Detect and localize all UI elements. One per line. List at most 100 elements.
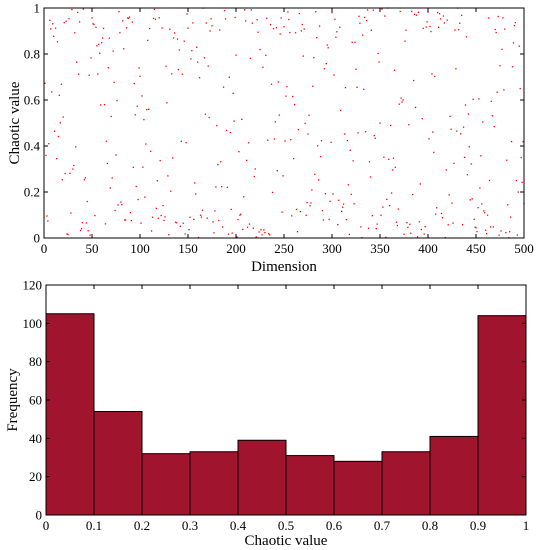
scatter-point xyxy=(193,218,195,221)
scatter-point xyxy=(145,143,147,145)
scatter-point xyxy=(184,233,186,235)
scatter-point xyxy=(413,13,416,16)
scatter-point xyxy=(215,186,217,188)
scatter-point xyxy=(499,65,501,67)
scatter-point xyxy=(352,160,354,162)
scatter-point xyxy=(313,56,315,59)
scatter-point xyxy=(365,19,368,22)
scatter-point xyxy=(318,25,321,27)
scatter-point xyxy=(147,39,149,42)
scatter-point xyxy=(129,211,132,214)
scatter-point xyxy=(399,10,401,13)
scatter-point xyxy=(90,57,92,59)
scatter-point xyxy=(359,22,361,24)
scatter-x-tick-label: 300 xyxy=(322,241,342,256)
scatter-point xyxy=(163,219,165,222)
scatter-point xyxy=(520,156,522,159)
scatter-point xyxy=(206,217,208,219)
scatter-point xyxy=(246,226,249,228)
histogram-y-tick-label: 20 xyxy=(29,469,42,484)
scatter-point xyxy=(146,108,148,111)
scatter-point xyxy=(424,225,426,228)
histogram-y-tick-label: 100 xyxy=(23,316,43,331)
scatter-point xyxy=(510,140,513,143)
scatter-point xyxy=(380,214,382,216)
scatter-point xyxy=(276,170,278,172)
scatter-point xyxy=(168,234,170,236)
scatter-point xyxy=(132,166,134,168)
scatter-point xyxy=(113,81,115,83)
scatter-point xyxy=(196,46,198,48)
scatter-point xyxy=(181,73,183,75)
scatter-point xyxy=(53,130,56,132)
scatter-point xyxy=(443,22,446,24)
scatter-point xyxy=(421,118,423,120)
scatter-point xyxy=(120,201,122,203)
scatter-point xyxy=(187,27,189,29)
scatter-point xyxy=(64,172,66,175)
scatter-point xyxy=(201,209,204,211)
scatter-point xyxy=(502,17,504,19)
scatter-point xyxy=(60,83,62,85)
scatter-point xyxy=(341,206,344,208)
scatter-point xyxy=(451,202,453,204)
histogram-bar xyxy=(429,435,479,516)
scatter-point xyxy=(479,187,481,189)
scatter-point xyxy=(68,18,70,20)
histogram-bar xyxy=(285,455,335,516)
scatter-point xyxy=(72,168,74,170)
scatter-point xyxy=(384,15,386,17)
scatter-point xyxy=(312,85,314,87)
scatter-point xyxy=(119,32,121,34)
scatter-point xyxy=(492,226,494,228)
scatter-point xyxy=(283,26,285,28)
scatter-point xyxy=(137,198,139,201)
scatter-point xyxy=(236,236,238,238)
scatter-point xyxy=(357,132,359,134)
scatter-point xyxy=(351,41,353,43)
scatter-point xyxy=(57,135,60,138)
scatter-point xyxy=(135,185,137,188)
histogram-y-tick-label: 60 xyxy=(29,393,42,408)
scatter-point xyxy=(285,95,287,97)
scatter-point xyxy=(98,43,100,45)
scatter-point xyxy=(337,224,339,226)
scatter-point xyxy=(106,162,109,165)
scatter-point xyxy=(450,128,452,130)
scatter-point xyxy=(332,193,334,195)
histogram-bar xyxy=(141,453,191,516)
scatter-point xyxy=(207,65,209,67)
scatter-point xyxy=(489,226,492,228)
scatter-point xyxy=(151,216,154,218)
histogram-bar xyxy=(477,315,527,516)
scatter-point xyxy=(493,126,495,128)
scatter-point xyxy=(354,41,356,43)
scatter-point xyxy=(118,10,120,13)
scatter-point xyxy=(114,209,116,212)
scatter-point xyxy=(203,57,206,59)
scatter-point xyxy=(353,203,355,205)
scatter-point xyxy=(99,52,101,54)
scatter-point xyxy=(55,158,58,160)
scatter-y-tick-label: 1 xyxy=(34,1,41,16)
scatter-point xyxy=(404,40,406,42)
scatter-point xyxy=(317,145,319,147)
scatter-point xyxy=(271,191,274,194)
scatter-point xyxy=(240,213,242,215)
scatter-point xyxy=(149,150,152,152)
scatter-point xyxy=(258,231,260,233)
scatter-point xyxy=(328,218,330,221)
scatter-point xyxy=(371,215,374,217)
scatter-point xyxy=(322,219,325,221)
histogram-bars xyxy=(45,313,527,516)
scatter-point xyxy=(464,104,467,106)
scatter-point xyxy=(142,166,144,168)
scatter-point xyxy=(213,232,215,234)
scatter-point xyxy=(257,31,259,33)
scatter-point xyxy=(125,219,127,221)
scatter-point xyxy=(484,212,486,214)
scatter-point xyxy=(418,221,421,223)
scatter-point xyxy=(262,66,264,68)
scatter-point xyxy=(325,62,327,65)
histogram-x-tick-label: 0.1 xyxy=(86,518,102,533)
